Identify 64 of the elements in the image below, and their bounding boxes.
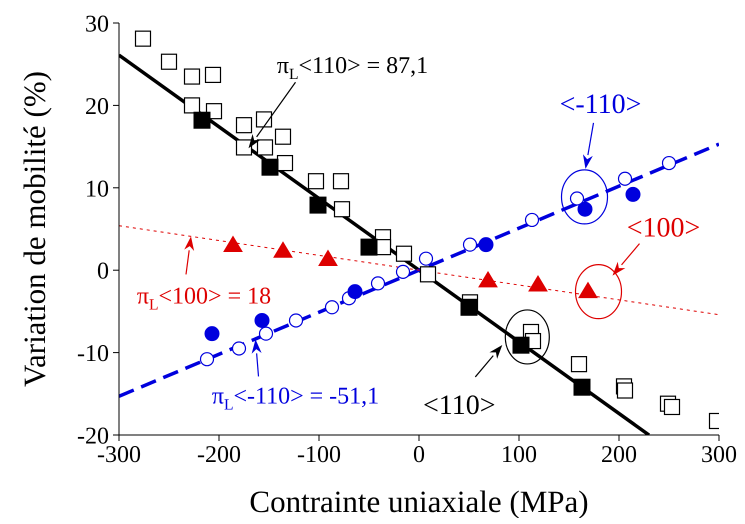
point — [204, 66, 222, 84]
point — [462, 238, 478, 252]
point — [256, 111, 272, 128]
annotation: <110> — [423, 389, 496, 420]
point — [528, 276, 548, 292]
point — [276, 154, 294, 172]
x-tick-label: 300 — [701, 442, 737, 468]
point — [134, 30, 152, 47]
point — [574, 378, 590, 396]
point — [396, 246, 412, 262]
point — [334, 201, 350, 218]
point — [258, 326, 274, 341]
point — [524, 212, 540, 228]
point — [662, 156, 676, 170]
point — [184, 68, 200, 85]
point — [288, 313, 304, 328]
y-tick-label: 20 — [85, 94, 109, 120]
point — [236, 117, 252, 134]
point — [262, 158, 278, 176]
point — [396, 264, 410, 279]
x-tick-label: 100 — [501, 442, 537, 468]
point — [570, 356, 588, 372]
annotation: π$_{L}$<110> = 87,1 — [276, 53, 428, 84]
point — [232, 341, 246, 356]
point — [324, 300, 340, 314]
annotation: <100> — [626, 212, 700, 244]
y-tick-label: 30 — [85, 12, 109, 38]
point — [274, 128, 292, 145]
x-tick-label: -200 — [197, 442, 241, 468]
y-axis-title: Variation de mobilité (%) — [17, 71, 52, 387]
point — [616, 382, 634, 399]
point — [274, 242, 292, 258]
x-tick-label: 0 — [413, 442, 425, 468]
x-tick-label: -100 — [297, 442, 341, 468]
annotation: π$_{L}$<100> = 18 — [136, 283, 272, 314]
annotation: <-110> — [560, 88, 642, 120]
y-tick-label: 10 — [85, 176, 109, 202]
point — [348, 284, 362, 300]
point — [256, 139, 274, 156]
point — [618, 172, 632, 186]
point — [626, 186, 640, 202]
point — [308, 173, 324, 190]
point — [200, 352, 214, 366]
annotation: π$_{L}$<-110> = -51,1 — [212, 383, 380, 414]
point — [310, 196, 326, 214]
point — [418, 252, 434, 266]
y-tick-label: 0 — [97, 258, 109, 285]
point — [204, 326, 220, 342]
x-tick-label: 200 — [601, 442, 637, 468]
point — [184, 97, 200, 114]
point — [236, 139, 252, 156]
point — [460, 298, 478, 316]
point — [478, 237, 494, 252]
point — [160, 54, 178, 70]
point — [332, 173, 350, 190]
point — [420, 266, 436, 282]
point — [578, 202, 592, 217]
y-tick-label: -10 — [77, 341, 109, 368]
point — [578, 282, 598, 298]
point — [664, 398, 680, 416]
point — [370, 276, 386, 290]
point — [194, 112, 210, 129]
point — [254, 312, 270, 328]
point — [360, 238, 378, 256]
